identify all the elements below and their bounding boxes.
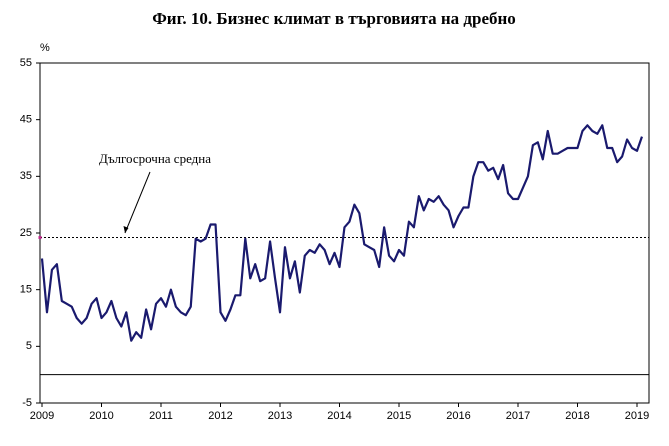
y-tick-label: -5 <box>22 397 32 409</box>
annotation-arrow <box>124 171 151 234</box>
x-tick-label: 2013 <box>268 410 292 422</box>
y-tick-label: 5 <box>26 340 32 352</box>
y-tick-label: 55 <box>20 57 32 69</box>
y-tick-label: 45 <box>20 114 32 126</box>
chart-title: Фиг. 10. Бизнес климат в търговията на д… <box>152 9 516 28</box>
x-tick-label: 2018 <box>565 410 589 422</box>
average-marker <box>38 236 42 240</box>
y-tick-label: 25 <box>20 227 32 239</box>
arrow-head <box>123 226 129 233</box>
x-tick-label: 2009 <box>30 410 54 422</box>
y-tick-label: 15 <box>20 284 32 296</box>
x-tick-label: 2014 <box>327 410 351 422</box>
x-tick-label: 2011 <box>149 410 173 422</box>
x-tick-label: 2016 <box>446 410 470 422</box>
x-tick-label: 2017 <box>506 410 530 422</box>
annotation: Дългосрочна средна <box>99 151 211 166</box>
y-axis-label: % <box>40 42 50 54</box>
y-tick-label: 35 <box>20 170 32 182</box>
x-tick-label: 2010 <box>89 410 113 422</box>
x-tick-label: 2019 <box>625 410 649 422</box>
x-tick-label: 2012 <box>208 410 232 422</box>
data-line <box>40 124 643 342</box>
x-tick-label: 2015 <box>387 410 411 422</box>
